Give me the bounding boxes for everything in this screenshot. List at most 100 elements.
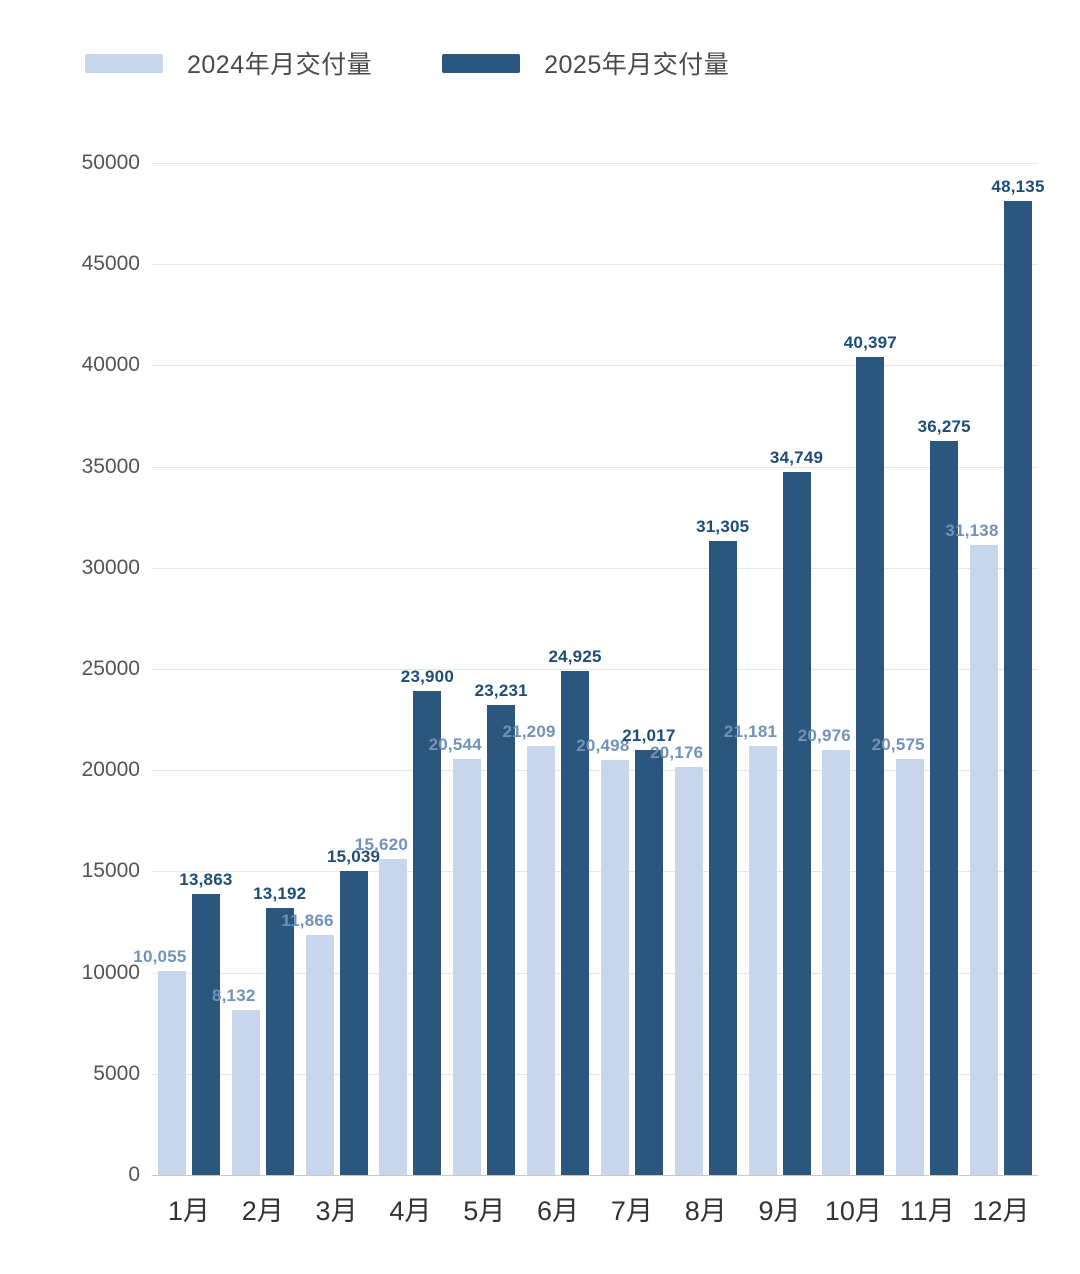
y-axis-tick-20000: 20000 xyxy=(81,758,140,782)
y-axis-tick-30000: 30000 xyxy=(81,555,140,579)
gridline-20000 xyxy=(152,770,1038,772)
value-label-2025-month-7: 21,017 xyxy=(622,726,676,745)
x-axis-label-month-6: 6月 xyxy=(537,1196,580,1226)
x-axis-label-month-12: 12月 xyxy=(972,1196,1030,1226)
legend-item-2025: 2025年月交付量 xyxy=(442,45,729,81)
gridline-35000 xyxy=(152,466,1038,468)
bar-2025-month-3: 15,039 xyxy=(327,847,380,1175)
bar-2024-month-11: 20,575 xyxy=(872,735,925,1175)
value-label-2024-month-2: 8,132 xyxy=(211,986,256,1005)
bar-group-month-6: 21,209 24,925 xyxy=(502,647,601,1175)
bar-2025-month-8: 31,305 xyxy=(696,517,749,1175)
bar-2024-month-3: 11,866 xyxy=(281,911,334,1175)
gridline-30000 xyxy=(152,567,1038,569)
value-label-2024-month-6: 21,209 xyxy=(502,722,556,741)
x-axis-label-month-3: 3月 xyxy=(315,1196,358,1226)
legend: 2024年月交付量 2025年月交付量 xyxy=(85,45,729,81)
value-label-2025-month-12: 48,135 xyxy=(991,177,1045,196)
bar-group-month-5: 20,544 23,231 xyxy=(429,681,528,1175)
value-label-2025-month-10: 40,397 xyxy=(843,333,897,352)
y-axis-tick-0: 0 xyxy=(128,1163,140,1186)
x-axis-label-month-4: 4月 xyxy=(389,1196,432,1226)
gridline-40000 xyxy=(152,365,1038,367)
bar-2024-month-8: 20,176 xyxy=(650,743,703,1175)
bar-group-month-2: 8,132 13,192 xyxy=(212,884,306,1175)
bar-2025-month-1: 13,863 xyxy=(179,870,232,1175)
bar-group-month-3: 11,866 15,039 xyxy=(281,847,380,1175)
value-label-2024-month-9: 21,181 xyxy=(723,722,778,741)
y-axis-tick-10000: 10000 xyxy=(81,960,140,984)
bar-2024-month-2: 8,132 xyxy=(212,986,260,1175)
x-axis-label-month-5: 5月 xyxy=(463,1196,506,1226)
bar-2024-month-7: 20,498 xyxy=(576,736,629,1175)
legend-item-2024: 2024年月交付量 xyxy=(85,45,372,81)
value-label-2025-month-6: 24,925 xyxy=(548,647,602,666)
gridline-15000 xyxy=(152,871,1038,873)
bar-group-month-7: 20,498 21,017 xyxy=(576,726,675,1175)
y-axis-tick-40000: 40000 xyxy=(81,353,140,377)
x-axis-label-month-8: 8月 xyxy=(684,1196,727,1226)
value-label-2025-month-11: 36,275 xyxy=(917,417,971,436)
bar-2025-month-11: 36,275 xyxy=(918,417,971,1175)
gridline-10000 xyxy=(152,972,1038,974)
x-axis: 1月 2月 3月 4月 5月 6月 7月 8月 9月 10月 11月 12月 xyxy=(152,1189,1038,1228)
value-label-2025-month-9: 34,749 xyxy=(769,448,824,467)
value-label-2024-month-1: 10,055 xyxy=(133,947,187,966)
gridline-0 xyxy=(152,1175,1038,1176)
plot-area: 10,055 13,863 8,132 13,192 11,866 15,039 15,62… xyxy=(133,163,1044,1175)
bar-2024-month-12: 31,138 xyxy=(945,521,998,1175)
y-axis-tick-45000: 45000 xyxy=(81,252,140,276)
x-axis-label-month-2: 2月 xyxy=(241,1196,284,1226)
y-axis-tick-50000: 50000 xyxy=(81,151,140,174)
value-label-2024-month-8: 20,176 xyxy=(650,743,704,762)
bar-group-month-4: 15,620 23,900 xyxy=(355,667,454,1175)
bar-2025-month-4: 23,900 xyxy=(401,667,454,1175)
value-label-2024-month-12: 31,138 xyxy=(945,521,999,540)
bar-group-month-12: 31,138 48,135 xyxy=(945,177,1044,1175)
x-axis-label-month-7: 7月 xyxy=(610,1196,653,1226)
gridline-25000 xyxy=(152,669,1038,670)
bar-2025-month-9: 34,749 xyxy=(770,448,823,1175)
x-axis-label-month-10: 10月 xyxy=(824,1196,882,1226)
bar-group-month-1: 10,055 13,863 xyxy=(133,870,232,1175)
value-label-2024-month-4: 15,620 xyxy=(354,835,408,854)
bar-group-month-10: 20,976 40,397 xyxy=(798,333,897,1175)
bar-2025-month-10: 40,397 xyxy=(844,333,897,1175)
x-axis-label-month-11: 11月 xyxy=(899,1196,955,1226)
bar-2025-month-2: 13,192 xyxy=(253,884,306,1175)
value-label-2025-month-8: 31,305 xyxy=(696,517,750,536)
gridline-45000 xyxy=(152,264,1038,266)
value-label-2024-month-7: 20,498 xyxy=(576,736,630,755)
bar-2024-month-10: 20,976 xyxy=(798,726,851,1175)
bar-2024-month-5: 20,544 xyxy=(429,735,482,1175)
gridline-50000 xyxy=(152,163,1038,164)
y-axis-tick-35000: 35000 xyxy=(81,454,140,478)
value-label-2025-month-5: 23,231 xyxy=(474,681,528,700)
value-label-2024-month-3: 11,866 xyxy=(281,911,334,930)
legend-swatch-2025 xyxy=(442,53,521,73)
legend-label-2024: 2024年月交付量 xyxy=(187,51,373,79)
value-label-2025-month-2: 13,192 xyxy=(253,884,307,903)
bar-2025-month-6: 24,925 xyxy=(548,647,601,1175)
bar-group-month-11: 20,575 36,275 xyxy=(872,417,971,1175)
bar-2024-month-4: 15,620 xyxy=(355,835,408,1175)
y-axis-tick-25000: 25000 xyxy=(81,657,140,680)
y-axis-tick-15000: 15000 xyxy=(81,859,140,883)
bar-group-month-8: 20,176 31,305 xyxy=(650,517,749,1175)
bar-2024-month-1: 10,055 xyxy=(133,947,186,1175)
bar-2025-month-7: 21,017 xyxy=(622,726,675,1175)
value-label-2025-month-4: 23,900 xyxy=(400,667,454,686)
value-label-2025-month-3: 15,039 xyxy=(326,847,381,866)
bar-2024-month-6: 21,209 xyxy=(502,722,555,1175)
x-axis-label-month-9: 9月 xyxy=(758,1196,801,1226)
legend-swatch-2024 xyxy=(85,53,163,73)
value-label-2024-month-11: 20,575 xyxy=(871,735,925,754)
bar-2024-month-9: 21,181 xyxy=(724,722,777,1175)
bar-2025-month-5: 23,231 xyxy=(475,681,528,1175)
legend-label-2025: 2025年月交付量 xyxy=(544,51,730,79)
bar-group-month-9: 21,181 34,749 xyxy=(724,448,823,1175)
y-axis-tick-5000: 5000 xyxy=(93,1061,140,1085)
bar-2025-month-12: 48,135 xyxy=(991,177,1044,1175)
